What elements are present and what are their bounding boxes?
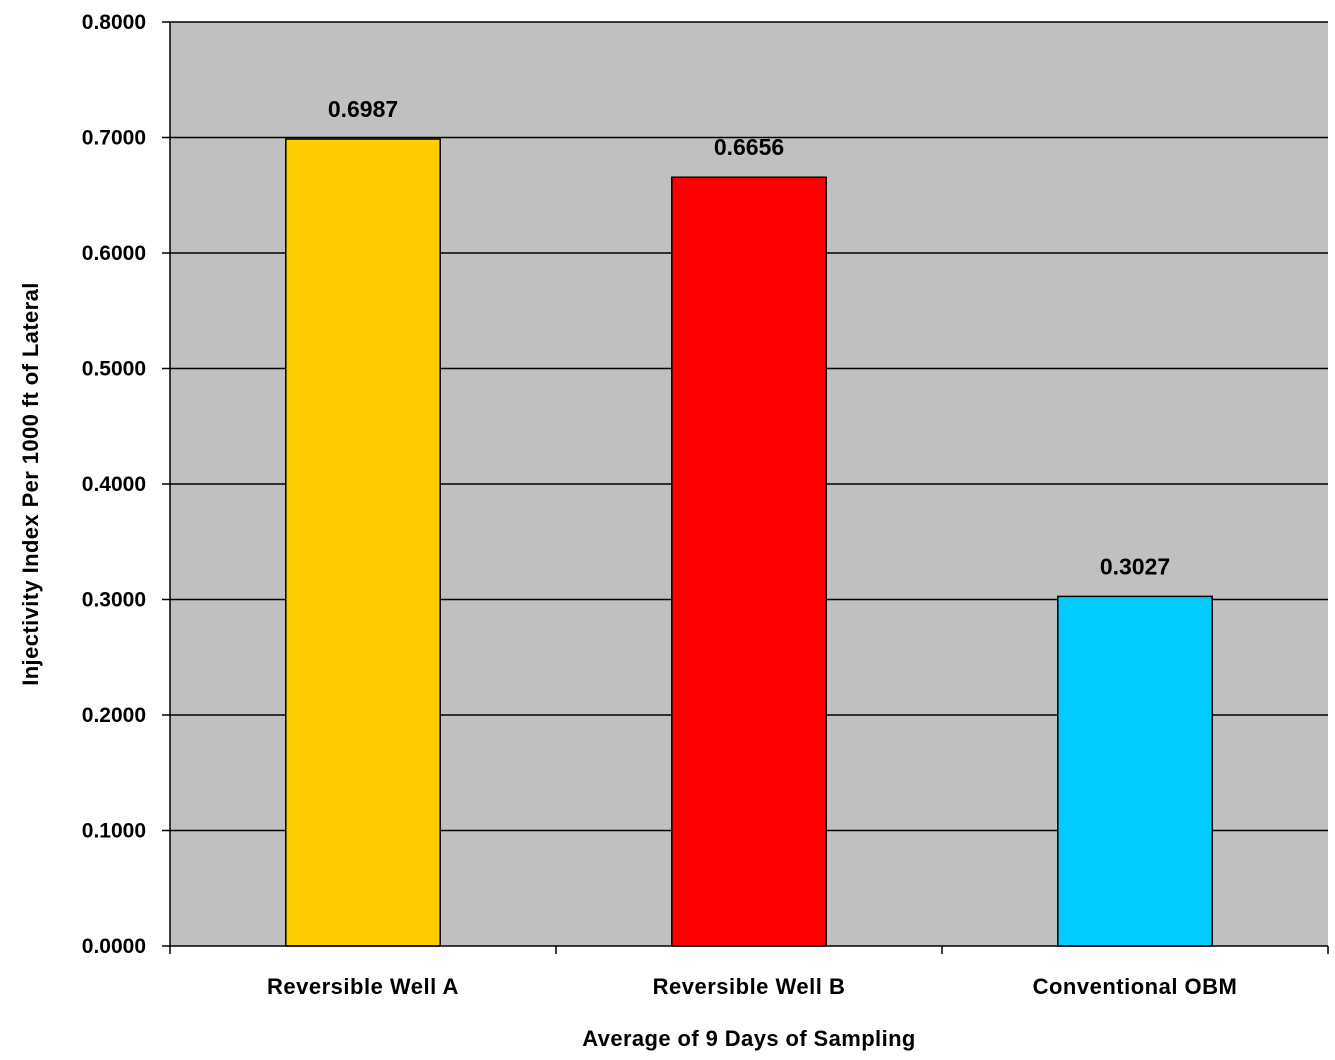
y-tick-label: 0.0000 (82, 935, 146, 958)
x-tick-label: Conventional OBM (1033, 974, 1238, 999)
x-tick-labels: Reversible Well A Reversible Well B Conven… (267, 974, 1237, 999)
y-tick-label: 0.6000 (82, 242, 146, 265)
data-label: 0.6987 (328, 96, 398, 122)
x-axis-title: Average of 9 Days of Sampling (582, 1026, 916, 1051)
x-tick-label: Reversible Well B (653, 974, 846, 999)
y-tick-label: 0.2000 (82, 704, 146, 727)
x-tick-label: Reversible Well A (267, 974, 459, 999)
data-label: 0.3027 (1100, 553, 1170, 579)
bar (285, 138, 441, 947)
bars (285, 138, 1213, 947)
y-tick-label: 0.7000 (82, 127, 146, 150)
y-tick-label: 0.5000 (82, 358, 146, 381)
y-tick-label: 0.8000 (82, 11, 146, 34)
bar (1057, 595, 1213, 947)
y-tick-label: 0.4000 (82, 473, 146, 496)
value-labels: 0.6987 0.6656 0.3027 (328, 96, 1170, 579)
y-tick-labels: 0.0000 0.1000 0.2000 0.3000 0.4000 0.5000 0.60… (82, 11, 146, 958)
bar (671, 176, 827, 947)
axes (162, 21, 1329, 954)
data-label: 0.6656 (714, 134, 784, 160)
y-tick-label: 0.1000 (82, 820, 146, 843)
y-axis-title: Injectivity Index Per 1000 ft of Lateral (18, 282, 43, 686)
y-tick-label: 0.3000 (82, 589, 146, 612)
